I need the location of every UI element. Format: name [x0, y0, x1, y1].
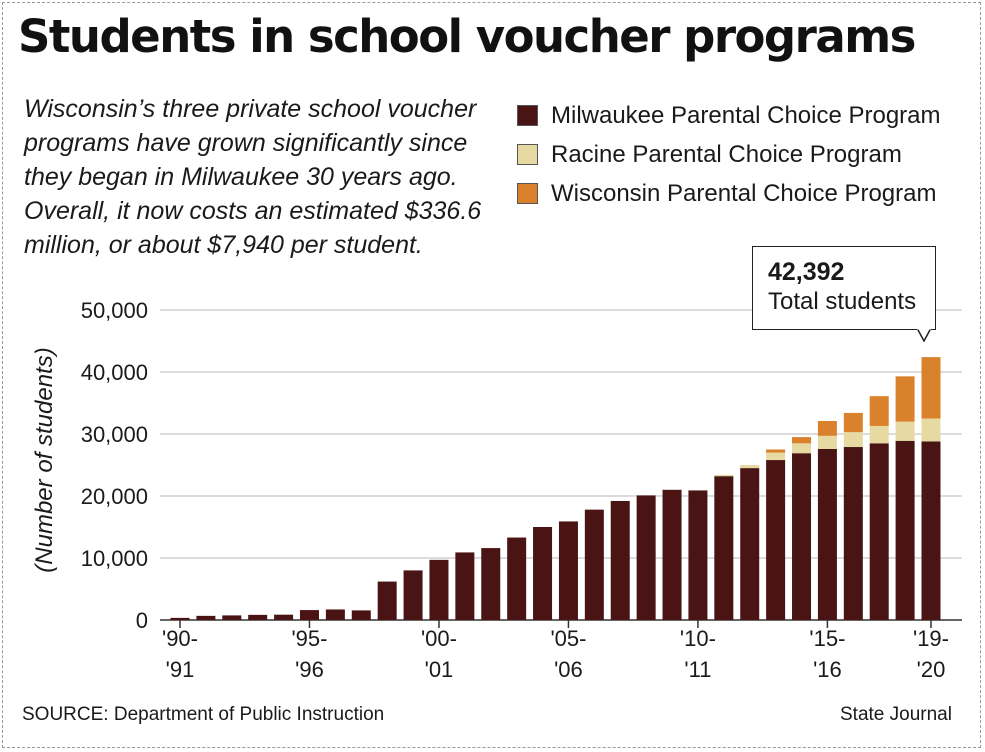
credit-note: State Journal [840, 704, 952, 725]
x-tick-label: '15- [809, 626, 845, 651]
bar-racine [817, 435, 837, 449]
bar-milwaukee [351, 610, 371, 620]
x-axis-ticks: '90- '91 '95- '96 '00- '01 '05- '06 '10- '11 '15- '… [162, 620, 949, 682]
bar-milwaukee [558, 521, 578, 620]
x-tick-label: '16 [813, 657, 842, 682]
bar-milwaukee [481, 548, 501, 620]
x-tick-label: '01 [425, 657, 454, 682]
bar-milwaukee [533, 527, 553, 620]
x-tick-label: '06 [554, 657, 583, 682]
total-callout: 42,392 Total students [752, 246, 936, 330]
legend-swatch-racine [517, 144, 538, 165]
y-tick-label: 50,000 [81, 298, 148, 323]
bar-milwaukee [455, 552, 475, 620]
legend-swatch-wisconsin [517, 183, 538, 204]
bar-milwaukee [610, 500, 630, 620]
bar-wisconsin [792, 437, 812, 444]
legend-item-wisconsin: Wisconsin Parental Choice Program [517, 174, 941, 213]
bar-racine [740, 465, 760, 469]
legend-item-racine: Racine Parental Choice Program [517, 135, 941, 174]
legend: Milwaukee Parental Choice Program Racine… [517, 96, 941, 213]
bar-milwaukee [403, 570, 423, 620]
bar-racine [921, 418, 941, 442]
bar-milwaukee [921, 441, 941, 620]
bar-milwaukee [792, 453, 812, 620]
bar-racine [714, 474, 734, 477]
bar-milwaukee [377, 581, 397, 620]
legend-label-wisconsin: Wisconsin Parental Choice Program [551, 179, 937, 207]
bar-milwaukee [170, 617, 190, 620]
y-tick-label: 40,000 [81, 360, 148, 385]
bar-milwaukee [248, 614, 268, 620]
y-axis-ticks: 0 10,000 20,000 30,000 40,000 50,000 [81, 298, 148, 633]
bar-wisconsin [921, 357, 941, 419]
chart-description: Wisconsin’s three private school voucher… [24, 95, 482, 259]
bar-racine [766, 452, 786, 461]
x-tick-label: '10- [680, 626, 716, 651]
bar-wisconsin [817, 420, 837, 436]
bar-milwaukee [662, 489, 682, 620]
y-tick-label: 20,000 [81, 484, 148, 509]
y-axis-label: (Number of students) [31, 347, 58, 572]
bar-milwaukee [584, 509, 604, 620]
legend-label-milwaukee: Milwaukee Parental Choice Program [551, 101, 941, 129]
bar-milwaukee [429, 559, 449, 620]
bar-milwaukee [740, 468, 760, 620]
source-note: SOURCE: Department of Public Instruction [22, 704, 385, 725]
x-tick-label: '20 [917, 657, 946, 682]
legend-swatch-milwaukee [517, 105, 538, 126]
legend-item-milwaukee: Milwaukee Parental Choice Program [517, 96, 941, 135]
bars [170, 357, 941, 620]
bar-wisconsin [869, 396, 889, 426]
bar-milwaukee [843, 447, 863, 620]
page-title: Students in school voucher programs [18, 10, 916, 63]
bar-racine [895, 421, 915, 441]
bar-wisconsin [766, 449, 786, 453]
bar-wisconsin [843, 412, 863, 433]
bar-milwaukee [507, 537, 527, 620]
bar-racine [869, 425, 889, 444]
x-tick-label: '90- [162, 626, 198, 651]
legend-label-racine: Racine Parental Choice Program [551, 140, 902, 168]
bar-wisconsin [895, 376, 915, 422]
callout-value: 42,392 [768, 258, 845, 286]
x-tick-label: '91 [166, 657, 195, 682]
bar-milwaukee [325, 609, 345, 620]
bar-milwaukee [274, 614, 294, 620]
y-tick-label: 30,000 [81, 422, 148, 447]
x-tick-label: '19- [913, 626, 949, 651]
bar-milwaukee [688, 490, 708, 620]
y-tick-label: 0 [136, 608, 148, 633]
bar-milwaukee [299, 610, 319, 620]
bar-milwaukee [636, 495, 656, 620]
x-tick-label: '05- [550, 626, 586, 651]
bar-milwaukee [714, 476, 734, 620]
bar-milwaukee [222, 615, 242, 620]
x-tick-label: '11 [684, 657, 711, 682]
bar-racine [792, 443, 812, 454]
bar-milwaukee [817, 448, 837, 620]
x-tick-label: '96 [295, 657, 324, 682]
callout-pointer [917, 328, 931, 342]
callout-label: Total students [768, 288, 917, 315]
y-tick-label: 10,000 [81, 546, 148, 571]
bar-racine [843, 432, 863, 448]
x-tick-label: '95- [291, 626, 327, 651]
x-tick-label: '00- [421, 626, 457, 651]
bar-milwaukee [869, 443, 889, 620]
bar-milwaukee [196, 615, 216, 620]
bar-milwaukee [895, 440, 915, 620]
bar-milwaukee [766, 460, 786, 620]
